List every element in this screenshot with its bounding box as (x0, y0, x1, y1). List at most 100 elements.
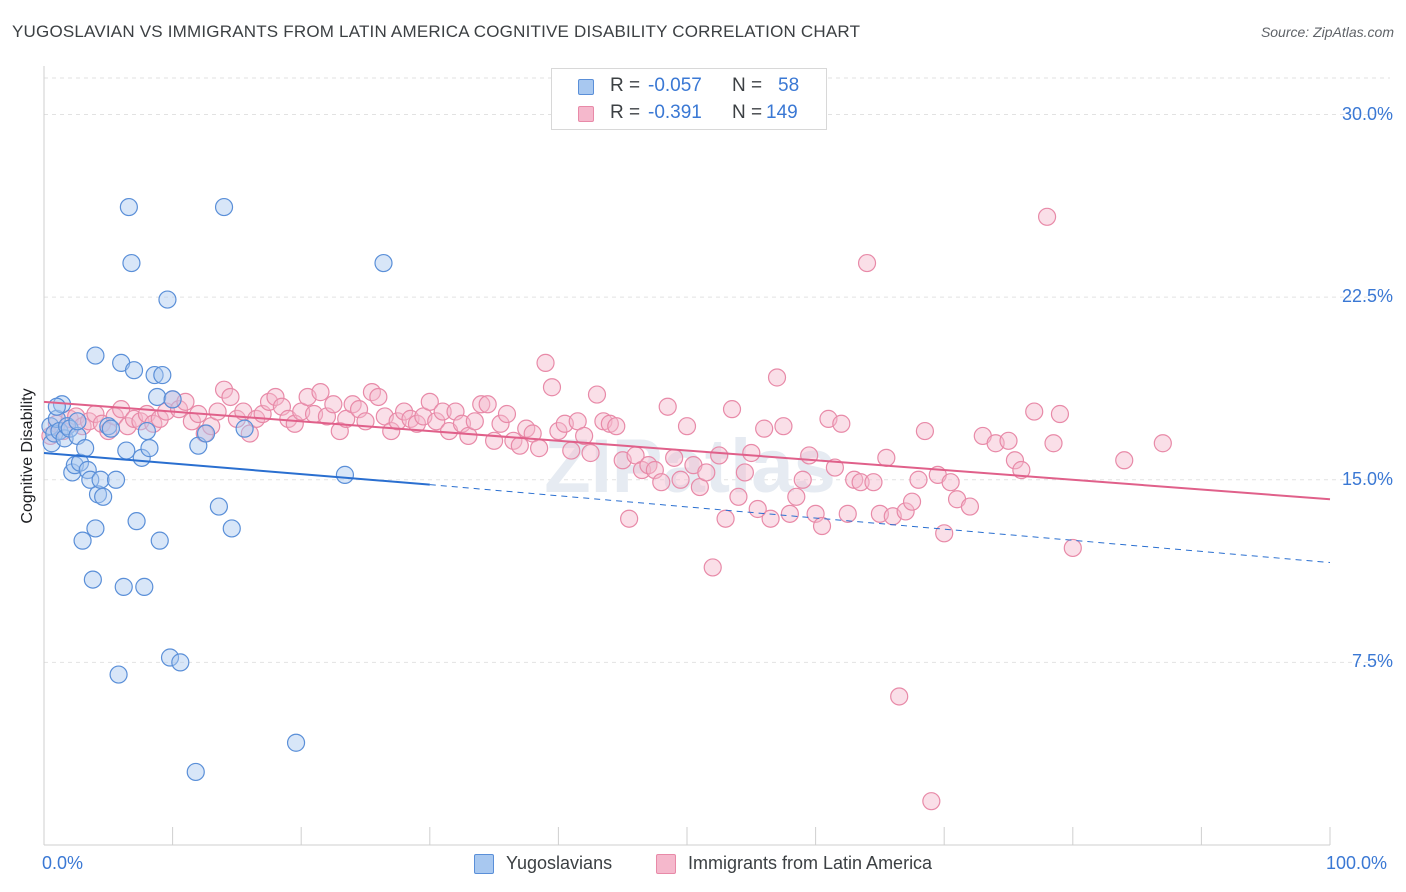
latin-america-point (369, 387, 388, 407)
yugoslavian-point (196, 424, 216, 443)
y-axis-label: Cognitive Disability (19, 388, 36, 524)
y-tick-label: 15.0% (1341, 468, 1393, 489)
legend-row-latin-america: R = -0.391 N = 149 (552, 101, 828, 127)
axes (43, 66, 1331, 846)
latin-america-point (536, 353, 555, 372)
latin-america-point (761, 509, 780, 528)
yugoslavian-point (124, 361, 144, 380)
latin-america-point (729, 487, 748, 506)
legend-swatch-pink (578, 106, 594, 122)
yugoslavian-point (114, 577, 133, 596)
latin-america-point (382, 421, 401, 441)
latin-america-point (877, 448, 896, 467)
y-tick-label: 7.5% (1351, 651, 1393, 672)
latin-america-point (960, 497, 980, 516)
x-tick-min: 0.0% (42, 853, 84, 873)
latin-america-point (407, 414, 427, 433)
latin-america-point (825, 458, 844, 477)
yugoslavian-point (94, 487, 113, 506)
yugoslavian-point (117, 441, 136, 460)
latin-america-point (620, 509, 639, 528)
latin-america-point (787, 487, 806, 506)
latin-america-point (722, 400, 742, 419)
yugoslavian-point (235, 419, 254, 438)
latin-america-point (581, 443, 600, 463)
latin-america-point (1012, 460, 1031, 480)
latin-america-point (793, 470, 812, 489)
latin-america-point (587, 385, 607, 404)
latin-america-point (549, 421, 568, 441)
yugoslavian-point (186, 762, 205, 782)
yugoslavian-point (81, 470, 100, 489)
latin-america-point (311, 383, 330, 402)
yugoslavian-point (160, 648, 180, 667)
yugoslavian-point (135, 577, 154, 596)
legend-row-yugoslavians: R = -0.057 N = 58 (552, 74, 828, 100)
n-value: 149 (766, 102, 798, 123)
latin-america-point (1005, 451, 1025, 470)
latin-america-points (41, 207, 1172, 811)
yugoslavian-point (73, 531, 92, 550)
latin-america-point (427, 412, 446, 431)
yugoslavian-point (63, 463, 82, 482)
r-value: -0.057 (648, 75, 702, 96)
trend-lines (43, 400, 1331, 564)
yugoslavian-point (47, 397, 66, 416)
latin-america-point (857, 253, 877, 273)
legend-swatch-blue (578, 79, 594, 95)
latin-america-point (935, 524, 954, 543)
latin-america-point (472, 395, 491, 414)
latin-america-point (677, 417, 697, 436)
r-label: R = (610, 102, 641, 123)
latin-america-point (915, 421, 935, 441)
latin-america-point (697, 463, 716, 482)
latin-america-point (864, 473, 883, 492)
latin-america-point (491, 414, 510, 433)
yugoslavian-point (86, 346, 105, 365)
yugoslavian-point (214, 197, 234, 217)
bottom-legend-label: Immigrants from Latin America (688, 853, 933, 873)
latin-america-point (652, 473, 671, 492)
latin-america-point (658, 397, 677, 416)
yugoslavian-point (140, 439, 159, 458)
yugoslavian-point (119, 197, 138, 217)
yugoslavian-point (335, 465, 355, 484)
latin-america-point (780, 504, 799, 523)
latin-america-point (671, 470, 690, 489)
yugoslavian-point (101, 419, 120, 438)
latin-america-point (735, 463, 754, 482)
latin-america-point (902, 492, 922, 511)
yugoslavian-point (374, 253, 393, 273)
yugoslavian-trend-line (43, 451, 430, 486)
latin-america-point (510, 436, 529, 455)
n-label: N = (732, 75, 763, 96)
latin-america-point (665, 448, 684, 467)
latin-america-trend-line (43, 400, 1331, 501)
yugoslavian-point (222, 519, 241, 538)
yugoslavian-point (109, 665, 128, 684)
yugoslavian-point (286, 733, 306, 752)
latin-america-point (710, 446, 729, 465)
stats-legend: R = -0.057 N = 58 R = -0.391 N = 149 (551, 68, 827, 130)
yugoslavian-point (171, 653, 190, 672)
yugoslavian-point (86, 519, 105, 538)
latin-america-point (420, 392, 439, 411)
latin-america-point (227, 409, 246, 428)
latin-america-point (838, 504, 857, 523)
latin-america-point (562, 441, 581, 460)
latin-america-point (169, 400, 189, 419)
y-tick-label: 22.5% (1341, 286, 1393, 307)
yugoslavian-point (209, 497, 228, 516)
yugoslavian-point (106, 470, 126, 489)
latin-america-point (575, 426, 594, 446)
latin-america-point (922, 792, 941, 811)
latin-america-point (1153, 434, 1172, 453)
yugoslavian-point (158, 290, 177, 309)
latin-america-point (851, 473, 870, 492)
yugoslavian-point (163, 390, 182, 409)
yugoslavian-point (150, 531, 169, 550)
yugoslavian-point (127, 512, 146, 531)
latin-america-point (266, 387, 285, 407)
latin-america-point (1037, 207, 1057, 226)
